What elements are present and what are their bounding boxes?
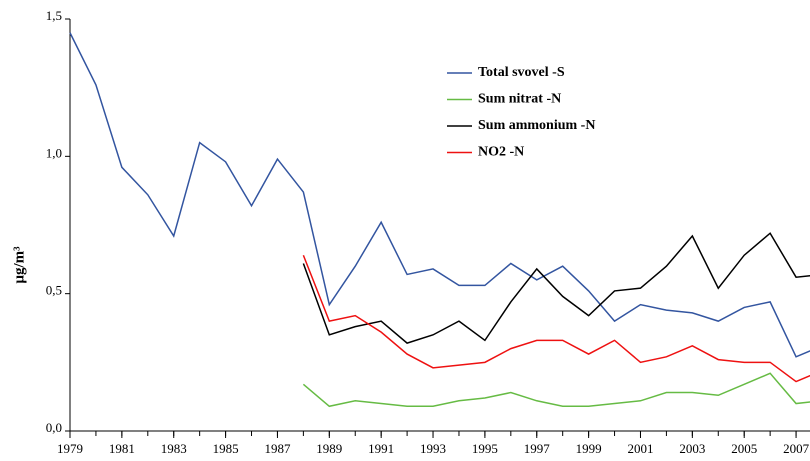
series-line <box>302 254 810 383</box>
y-tick-label: 0,0 <box>46 420 62 435</box>
y-tick-label: 1,0 <box>46 145 62 160</box>
legend-label: NO2 -N <box>478 145 524 160</box>
series-line <box>302 232 810 344</box>
x-tick-label: 1987 <box>264 441 291 456</box>
legend-label: Sum ammonium -N <box>478 118 595 133</box>
x-tick-label: 1989 <box>316 441 342 456</box>
x-tick-label: 2001 <box>627 441 653 456</box>
y-axis-label: µg/m³ <box>11 246 27 284</box>
x-tick-label: 2005 <box>731 441 757 456</box>
x-tick-label: 1995 <box>472 441 498 456</box>
x-tick-label: 1979 <box>57 441 83 456</box>
legend: Total svovel -S Sum nitrat -N Sum ammonium… <box>447 65 595 160</box>
x-tick-label: 1985 <box>213 441 239 456</box>
x-tick-label: 1993 <box>420 441 446 456</box>
y-tick-label: 1,5 <box>46 8 62 23</box>
x-tick-label: 1991 <box>368 441 394 456</box>
x-tick-label: 2003 <box>679 441 705 456</box>
series-line <box>69 32 810 358</box>
x-tick-label: 2007 <box>783 441 810 456</box>
legend-label: Total svovel -S <box>478 65 565 80</box>
x-tick-label: 1983 <box>161 441 187 456</box>
x-tick-label: 1999 <box>576 441 602 456</box>
x-tick-label: 1981 <box>109 441 135 456</box>
y-tick-label: 0,5 <box>46 283 62 298</box>
series-line <box>302 372 810 408</box>
x-tick-label: 1997 <box>524 441 551 456</box>
legend-label: Sum nitrat -N <box>478 92 561 107</box>
